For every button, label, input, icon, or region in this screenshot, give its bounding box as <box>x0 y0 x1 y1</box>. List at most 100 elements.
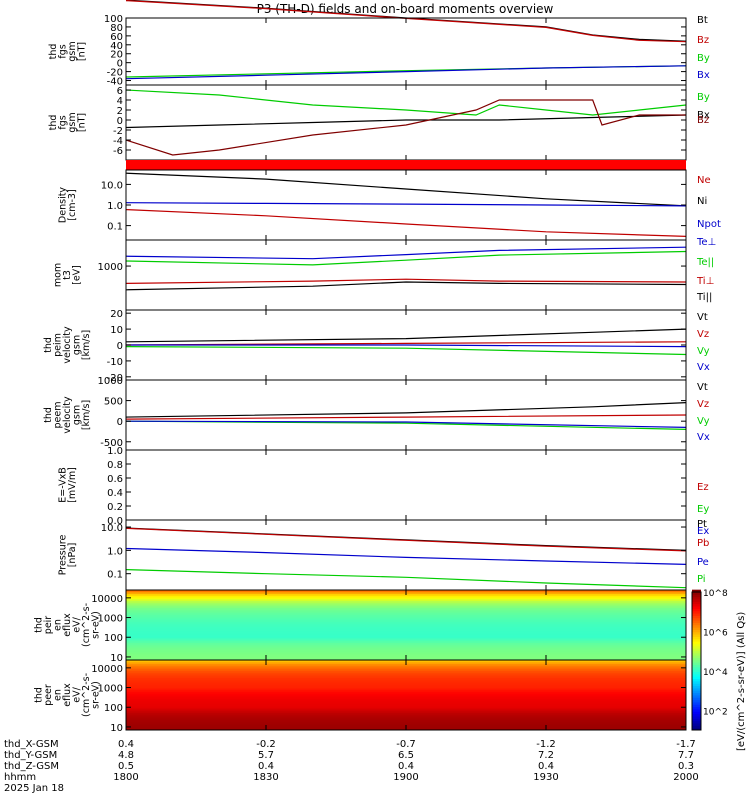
svg-text:velocity: velocity <box>62 326 73 364</box>
y-tick-label: -10 <box>107 357 123 368</box>
y-axis-label: Pressure[nPa] <box>57 535 78 576</box>
heatmap-band <box>126 595 686 598</box>
chart-title: P3 (TH-D) fields and on-board moments ov… <box>257 2 554 16</box>
y-tick-label: -4 <box>113 136 123 147</box>
svg-text:peim: peim <box>53 333 64 357</box>
colorbar-tick: 10^2 <box>703 707 728 717</box>
y-tick-label: 1000 <box>98 684 123 695</box>
svg-text:eV/: eV/ <box>72 616 83 632</box>
panel-peer: 10000 1000 100 10 thdpeerenefluxeV/(cm^2-s-s… <box>34 659 687 734</box>
ephemeris-value: -1.7 <box>676 739 696 750</box>
colorbar-cell <box>692 669 701 673</box>
heatmap-band <box>126 600 686 603</box>
heatmap-band <box>126 611 686 614</box>
y-axis-label: Density[cm-3] <box>57 187 78 223</box>
y-tick-label: 0.2 <box>107 502 123 513</box>
ephemeris-value: 1800 <box>113 772 138 783</box>
ephemeris-value: 0.3 <box>678 761 694 772</box>
colorbar <box>691 591 702 731</box>
colorbar-label: [eV/(cm^2-s-sr-eV)] (All Qs) <box>736 612 747 751</box>
ephemeris-value: 0.4 <box>538 761 554 772</box>
panel-frame <box>125 84 687 161</box>
ephemeris-value: 0.4 <box>118 739 134 750</box>
svg-text:(cm^2-s-: (cm^2-s- <box>81 673 92 717</box>
panel-density: 10.0 1.0 0.1 Density[cm-3] Ne Ni Npot <box>57 169 721 241</box>
heatmap-band <box>126 602 686 605</box>
y-tick-label: -2 <box>113 126 123 137</box>
legend-Npot: Npot <box>697 219 721 230</box>
legend-Ez: Ez <box>697 482 709 493</box>
svg-text:eflux: eflux <box>62 683 73 707</box>
y-tick-label: -500 <box>100 438 123 449</box>
colorbar-cell <box>692 659 701 663</box>
series-line-Vt <box>125 328 687 343</box>
y-tick-label: 100 <box>104 14 123 25</box>
legend-Vy: Vy <box>697 416 710 427</box>
heatmap-band <box>126 605 686 608</box>
series-line-Ti⊥ <box>125 278 687 284</box>
svg-text:fgs: fgs <box>57 44 68 58</box>
y-tick-label: 0.1 <box>107 570 123 581</box>
y-tick-label: 4 <box>117 96 123 107</box>
colorbar-cell <box>692 685 701 689</box>
y-tick-label: 0.1 <box>107 222 123 233</box>
colorbar-cell <box>692 662 701 666</box>
series-line-Bz <box>125 0 687 43</box>
colorbar-cell <box>692 687 701 691</box>
panel-efield: 1.0 0.8 0.6 0.4 0.2 0.0 E=-VxB[mV/m] Ez Ey Ex <box>57 446 709 537</box>
colorbar-cell <box>692 606 701 609</box>
colorbar-cell <box>692 627 701 630</box>
heatmap-band <box>126 616 686 619</box>
heatmap-band <box>126 621 686 624</box>
heatmap-band <box>126 614 686 617</box>
colorbar-cell <box>692 690 701 694</box>
y-tick-label: 0 <box>117 341 123 352</box>
legend-Ex: Ex <box>697 526 709 537</box>
heatmap-band <box>126 719 686 722</box>
legend-Bz: Bz <box>697 35 709 46</box>
svg-text:[nT]: [nT] <box>76 42 87 61</box>
y-tick-label: 1.0 <box>107 546 123 557</box>
colorbar-cell <box>692 657 701 661</box>
y-tick-label: 6 <box>117 86 123 97</box>
heatmap-band <box>126 651 686 654</box>
heatmap-band <box>126 675 686 678</box>
colorbar-cell <box>692 636 701 640</box>
y-tick-label: 100 <box>104 633 123 644</box>
y-tick-label: 2 <box>117 106 123 117</box>
colorbar-cell <box>692 720 701 724</box>
y-tick-label: 20 <box>110 50 123 61</box>
colorbar-cell <box>692 722 701 726</box>
colorbar-cell <box>692 601 701 605</box>
colorbar-cell <box>692 638 701 642</box>
colorbar-cell <box>692 725 701 729</box>
colorbar-cell <box>692 708 701 712</box>
legend-Ti⊥: Ti⊥ <box>696 276 714 287</box>
heatmap-band <box>126 721 686 724</box>
legend-By: By <box>697 92 710 103</box>
heatmap-band <box>126 705 686 708</box>
y-tick-label: -6 <box>113 146 123 157</box>
heatmap-band <box>126 646 686 649</box>
svg-text:[mV/m]: [mV/m] <box>67 467 78 503</box>
legend-Ne: Ne <box>697 175 711 186</box>
colorbar-cell <box>692 599 701 602</box>
ephemeris-value: 1830 <box>253 772 278 783</box>
colorbar-cell <box>692 645 701 649</box>
y-tick-label: 10 <box>110 653 123 664</box>
colorbar-cell <box>692 713 701 717</box>
ephemeris-label: thd_Z-GSM <box>4 761 59 772</box>
svg-text:[km/s]: [km/s] <box>81 400 92 430</box>
colorbar-cell <box>692 704 701 708</box>
colorbar-cell <box>692 589 701 593</box>
legend-Vz: Vz <box>697 399 709 410</box>
colorbar-cell <box>692 697 701 701</box>
heatmap-band <box>126 667 686 670</box>
colorbar-cell <box>692 692 701 696</box>
colorbar-cell <box>692 671 701 675</box>
heatmap-band <box>126 712 686 715</box>
svg-text:[km/s]: [km/s] <box>81 330 92 360</box>
